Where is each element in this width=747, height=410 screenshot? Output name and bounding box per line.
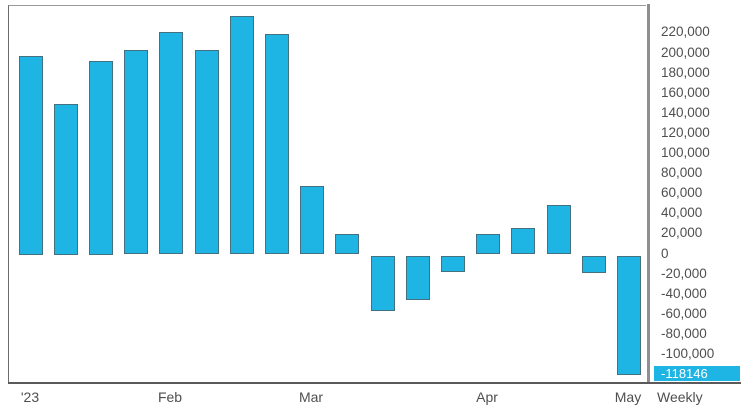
y-tick-label: 160,000 [661, 85, 710, 100]
y-tick-label: -100,000 [661, 346, 715, 361]
y-tick-label: 200,000 [661, 45, 710, 60]
y-tick-label: -20,000 [661, 266, 707, 281]
y-tick-label: 40,000 [661, 205, 703, 220]
bar-week-6 [195, 50, 219, 254]
y-tick-label: -40,000 [661, 286, 707, 301]
y-tick-label: 120,000 [661, 125, 710, 140]
bar-week-9 [300, 186, 324, 254]
bar-week-12 [406, 256, 430, 300]
x-tick-label-mar: Mar [298, 389, 324, 405]
axis-separator-line [647, 4, 650, 383]
bar-week-7 [230, 16, 254, 254]
x-tick-label-23: '23 [20, 389, 40, 405]
timeframe-label: Weekly [657, 389, 703, 405]
bar-week-8 [265, 34, 289, 254]
last-value-tag: -118146 [654, 366, 740, 381]
y-tick-label: 180,000 [661, 65, 710, 80]
bar-week-16 [547, 205, 571, 254]
x-tick-label-may: May [614, 389, 642, 405]
bar-week-2 [54, 104, 78, 255]
y-axis[interactable]: 220,000 200,000 180,000 160,000 140,000 120,0… [646, 0, 747, 383]
x-tick-label-apr: Apr [476, 389, 498, 405]
bar-week-11 [371, 256, 395, 311]
plot-area[interactable] [8, 5, 646, 383]
bar-week-18 [617, 256, 641, 375]
y-tick-label: 100,000 [661, 145, 710, 160]
bar-week-1 [19, 56, 43, 255]
bar-week-5 [159, 32, 183, 254]
bar-week-4 [124, 50, 148, 254]
bar-week-14 [476, 234, 500, 254]
y-tick-label: 140,000 [661, 105, 710, 120]
y-tick-label: -60,000 [661, 306, 707, 321]
bar-week-13 [441, 256, 465, 272]
y-tick-label: 20,000 [661, 225, 703, 240]
bar-week-15 [511, 228, 535, 254]
bar-week-17 [582, 256, 606, 273]
bar-week-10 [335, 234, 359, 254]
y-tick-label: 60,000 [661, 185, 703, 200]
x-tick-label-feb: Feb [157, 389, 183, 405]
bar-week-3 [89, 61, 113, 255]
x-axis[interactable]: Weekly '23 Feb Mar Apr May [0, 383, 747, 410]
y-tick-label: -80,000 [661, 326, 707, 341]
y-tick-label: 220,000 [661, 24, 710, 39]
x-axis-line [8, 382, 741, 384]
y-tick-label: 80,000 [661, 165, 703, 180]
y-tick-label: 0 [661, 246, 669, 261]
